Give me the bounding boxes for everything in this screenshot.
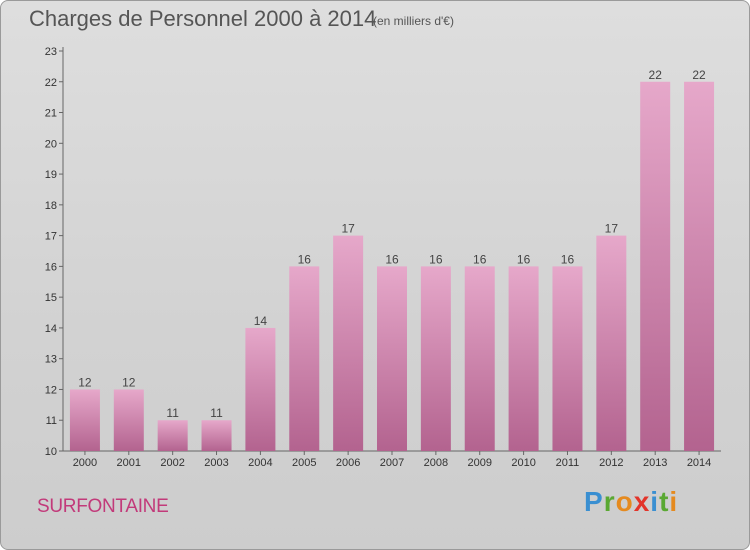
x-tick-label: 2008 (424, 457, 448, 469)
y-tick-label: 12 (45, 384, 57, 396)
data-label: 12 (122, 375, 136, 389)
x-tick-label: 2013 (643, 457, 667, 469)
y-tick-label: 23 (45, 46, 57, 58)
data-label: 16 (298, 252, 312, 266)
bar-2003 (201, 420, 232, 451)
bar-2005 (289, 266, 320, 451)
x-tick-label: 2010 (511, 457, 535, 469)
y-tick-label: 10 (45, 446, 57, 458)
data-label: 22 (692, 68, 706, 82)
chart-title: Charges de Personnel 2000 à 2014 (29, 6, 377, 31)
x-tick-label: 2005 (292, 457, 316, 469)
y-tick-label: 11 (46, 415, 57, 427)
bar-2007 (377, 266, 407, 451)
data-label: 17 (341, 222, 355, 236)
x-tick-label: 2012 (599, 457, 623, 469)
data-label: 11 (166, 406, 179, 420)
x-tick-label: 2009 (467, 457, 491, 469)
bar-2014 (684, 81, 715, 452)
data-label: 16 (517, 252, 531, 266)
logo-letter: t (659, 486, 670, 517)
data-label: 16 (561, 252, 575, 266)
y-tick-label: 18 (45, 200, 57, 212)
bar-2012 (596, 235, 627, 451)
data-label: 16 (429, 252, 443, 266)
y-tick-label: 13 (45, 354, 57, 366)
bar-2004 (245, 327, 276, 451)
y-tick-label: 22 (45, 77, 57, 89)
y-tick-label: 16 (45, 261, 57, 273)
data-label: 16 (473, 252, 487, 266)
logo-letter: r (603, 486, 616, 517)
data-label: 12 (78, 375, 92, 389)
x-tick-label: 2002 (160, 457, 184, 469)
y-tick-label: 21 (45, 108, 57, 120)
proxiti-logo: Proxiti (584, 486, 678, 518)
x-tick-label: 2006 (336, 457, 360, 469)
x-tick-label: 2004 (248, 457, 272, 469)
y-tick-label: 20 (45, 138, 57, 150)
bar-2010 (508, 266, 539, 451)
y-tick-label: 17 (45, 231, 57, 243)
bar-2011 (552, 266, 583, 451)
y-tick-label: 15 (45, 292, 57, 304)
data-label: 14 (254, 314, 268, 328)
logo-letter: i (650, 486, 660, 517)
bar-2000 (69, 389, 100, 451)
logo-letter: o (615, 486, 634, 517)
chart-subtitle: (en milliers d'€) (373, 14, 454, 28)
x-tick-label: 2007 (380, 457, 404, 469)
logo-letter: x (633, 486, 651, 517)
data-label: 11 (210, 406, 223, 420)
bar-2009 (464, 266, 495, 451)
x-tick-label: 2001 (117, 457, 141, 469)
y-tick-label: 14 (45, 323, 57, 335)
y-tick-label: 19 (45, 169, 57, 181)
data-label: 22 (649, 68, 663, 82)
x-tick-label: 2003 (204, 457, 228, 469)
x-tick-label: 2000 (73, 457, 97, 469)
bar-2001 (113, 389, 144, 451)
data-label: 16 (385, 252, 399, 266)
bar-2006 (333, 235, 364, 451)
commune-name: SURFONTAINE (37, 496, 169, 517)
data-label: 17 (605, 222, 619, 236)
bar-2013 (640, 81, 671, 452)
logo-letter: i (669, 486, 679, 517)
x-tick-label: 2011 (556, 457, 580, 469)
logo-letter: P (584, 486, 604, 517)
bar-2002 (157, 420, 188, 451)
x-tick-label: 2014 (687, 457, 711, 469)
bar-2008 (420, 266, 451, 451)
